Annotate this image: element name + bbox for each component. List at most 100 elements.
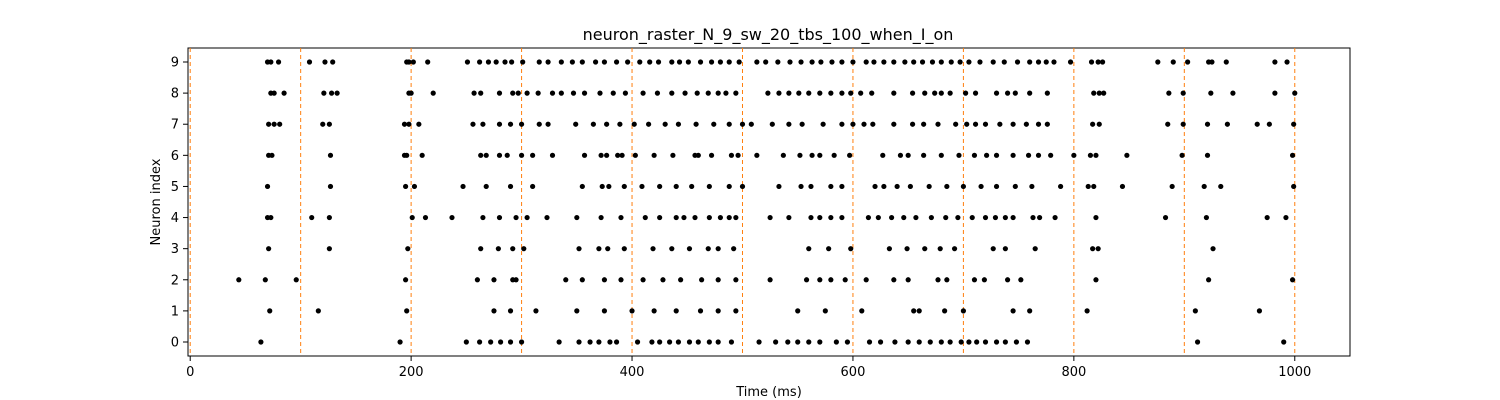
spike-point [545,59,551,65]
vertical-lines-layer [189,48,1296,356]
spike-point [909,90,916,96]
y-tick-label: 1 [171,304,179,319]
spike-point [1209,59,1215,65]
spike-point [631,121,637,127]
spike-point [606,183,612,190]
spike-point [921,121,927,127]
spike-point [693,121,699,127]
spike-point [669,246,675,252]
spike-point [1002,246,1008,252]
spike-point [928,214,934,221]
spike-point [1091,183,1097,190]
spike-point [601,308,608,314]
spike-point [520,59,526,65]
spike-point [977,59,983,65]
x-tick-label: 600 [841,365,866,380]
spike-point [509,59,515,65]
spike-point [828,277,834,283]
spike-point [682,90,688,96]
spike-point [786,121,792,127]
spike-point [1084,308,1090,314]
spike-point [581,90,588,96]
spike-point [817,339,823,345]
y-axis: 0 1 2 3 4 5 6 7 8 9 [171,56,188,351]
spike-point [1085,183,1091,190]
spike-point [796,90,802,96]
spike-point [618,214,624,221]
spike-point [657,214,663,221]
y-axis-label: Neuron index [149,158,164,245]
spike-point [767,214,773,221]
spike-point [592,59,599,65]
spike-point [706,214,712,221]
spike-point [1037,214,1043,221]
spike-point [847,152,853,158]
spike-point [1035,152,1042,158]
spike-point [1004,277,1011,283]
spike-point [581,152,588,158]
spike-point [460,183,466,190]
spike-point [972,90,979,96]
spike-point [1090,246,1096,252]
spike-point [803,277,810,283]
x-tick-label: 200 [399,365,424,380]
spike-point [406,121,412,127]
spike-point [919,59,926,65]
spike-point [935,277,941,283]
x-tick-label: 400 [620,365,645,380]
spike-point [488,339,494,345]
spike-point [938,90,944,96]
spike-point [809,59,815,65]
spike-point [818,59,824,65]
spike-point [660,277,666,283]
spike-point [662,121,668,127]
spike-point [1093,152,1099,158]
spike-point [1001,59,1007,65]
spike-point [397,339,403,345]
spike-point [483,183,489,190]
spike-point [686,339,693,345]
spike-point [921,152,927,158]
spike-point [943,214,949,221]
spike-point [948,59,954,65]
spike-point [1272,90,1278,96]
spike-point [699,277,705,283]
spike-point [330,59,336,65]
spike-point [601,59,608,65]
spike-point [839,90,845,96]
spike-point [496,214,503,221]
spike-point [937,246,943,252]
spike-point [485,59,492,65]
spike-point [1035,121,1042,127]
spike-point [993,90,1000,96]
spike-point [471,90,477,96]
spike-point [1124,152,1130,158]
spike-point [833,339,839,345]
spike-point [971,152,978,158]
spike-point [875,214,881,221]
spike-point [1291,183,1297,190]
spike-point [990,246,996,252]
spike-point [673,183,679,190]
spike-point [587,339,593,345]
spike-point [598,152,604,158]
spike-point [850,59,856,65]
spike-point [689,183,695,190]
spike-point [430,90,436,96]
spike-point [780,152,786,158]
x-tick-label: 800 [1061,365,1086,380]
spike-point [787,59,793,65]
y-tick-label: 8 [171,87,179,102]
spike-point [872,183,878,190]
spike-point [480,214,486,221]
spike-point [1090,121,1096,127]
spike-point [670,152,676,158]
spike-point [1012,183,1018,190]
spike-point [726,183,732,190]
spike-point [983,152,990,158]
spike-point [326,246,332,252]
spike-point [806,246,812,252]
spike-point [678,277,684,283]
spike-point [891,59,897,65]
